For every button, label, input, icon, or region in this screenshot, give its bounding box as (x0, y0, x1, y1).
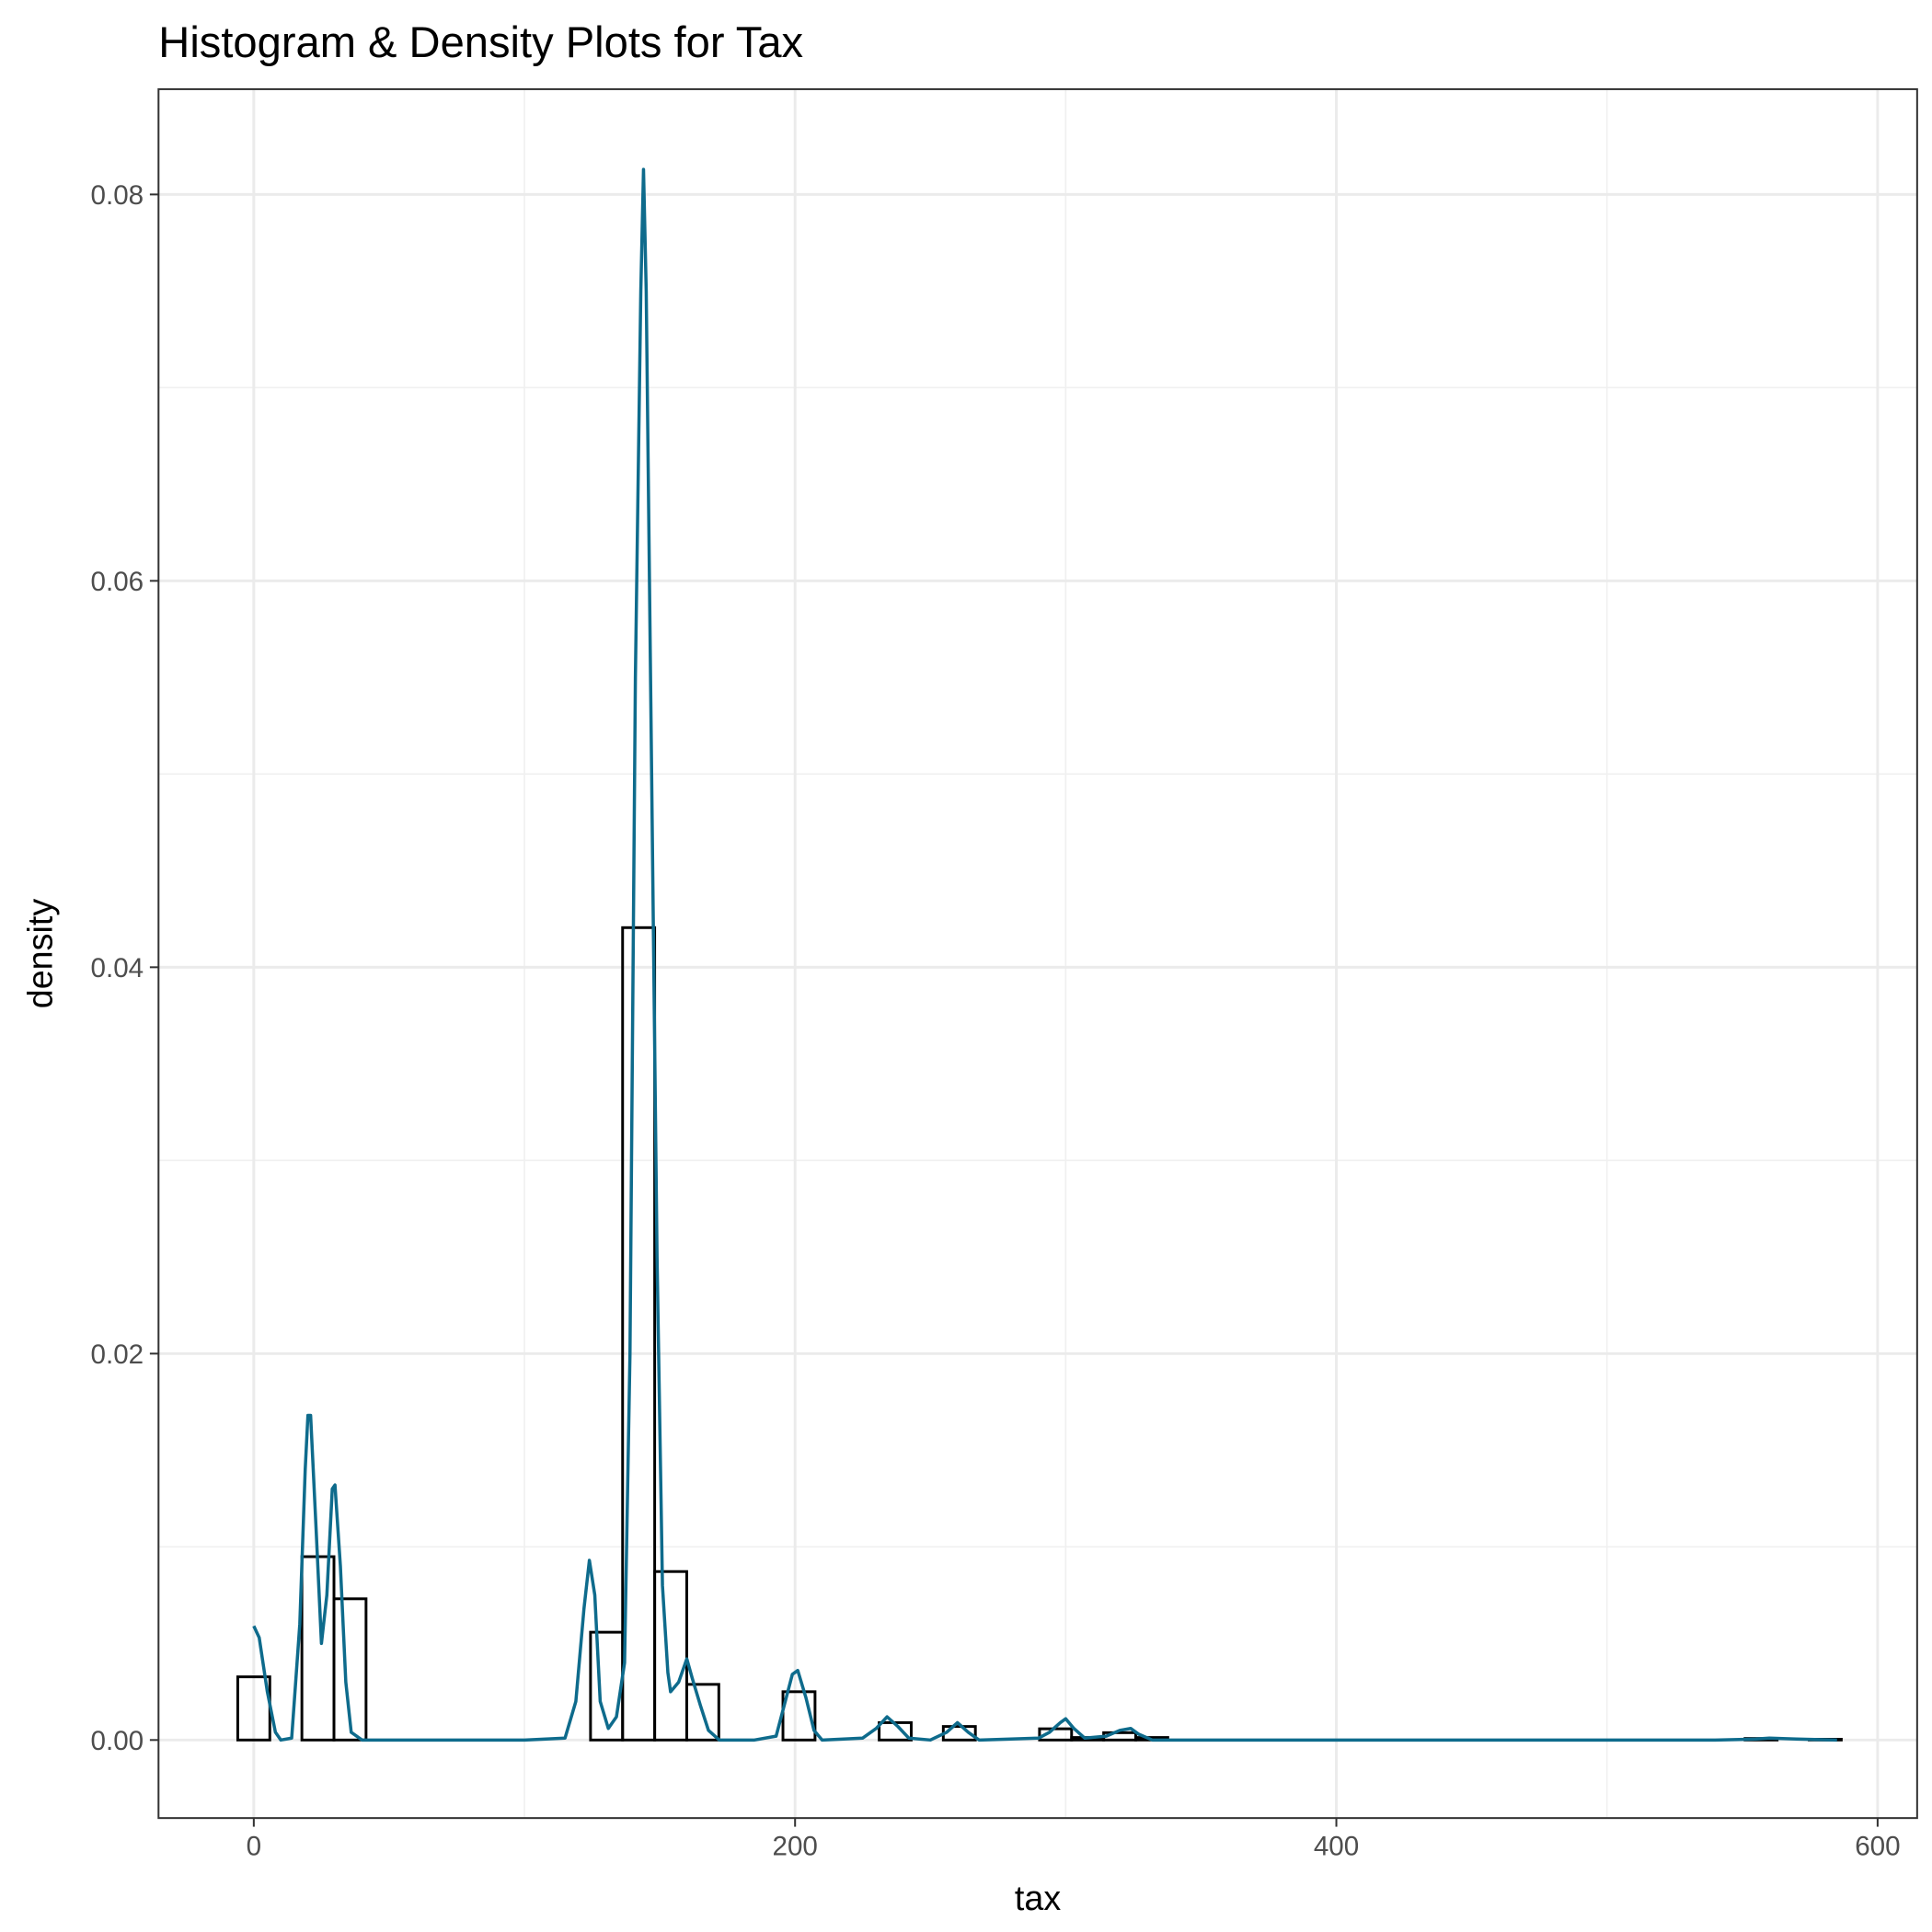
marks (236, 167, 1843, 1742)
grid (158, 88, 1917, 1819)
x-tick-label: 200 (773, 1832, 818, 1862)
histogram-bar (621, 926, 657, 1742)
y-tick-label: 0.00 (91, 1726, 144, 1756)
axes: 0 200 400 600 0.00 0.02 0.04 0.06 0.08 (91, 180, 1901, 1861)
x-axis-title: tax (1015, 1879, 1061, 1917)
y-tick-label: 0.04 (91, 953, 144, 983)
histogram-bar (653, 1570, 688, 1742)
x-tick-label: 400 (1314, 1832, 1359, 1862)
x-tick-label: 0 (247, 1832, 261, 1862)
histogram-bar (684, 1683, 720, 1742)
y-tick-label: 0.02 (91, 1340, 144, 1370)
density-line (252, 167, 1837, 1742)
y-tick-label: 0.06 (91, 567, 144, 597)
y-tick-label: 0.08 (91, 180, 144, 211)
chart-title: Histogram & Density Plots for Tax (158, 17, 803, 66)
x-tick-label: 600 (1855, 1832, 1900, 1862)
histogram-bar (332, 1597, 368, 1742)
y-axis-title: density (21, 899, 60, 1009)
panel-border (157, 87, 1918, 1820)
